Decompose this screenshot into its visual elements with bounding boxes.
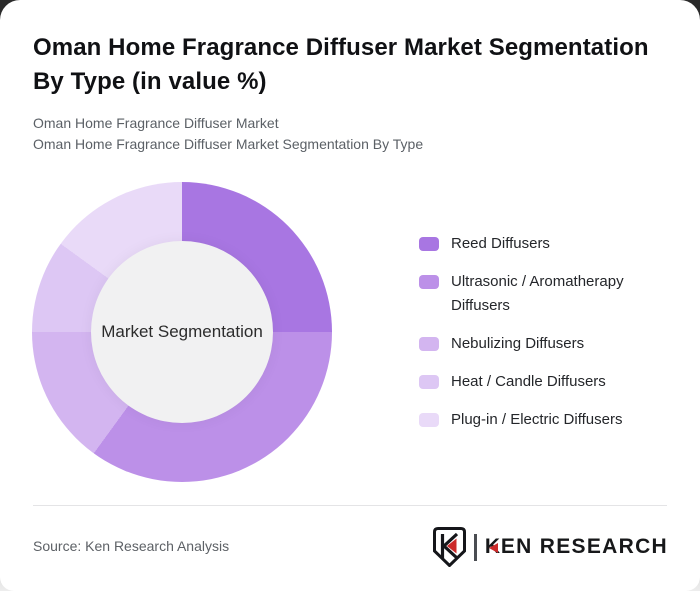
legend-swatch (419, 375, 439, 389)
source-note: Source: Ken Research Analysis (33, 538, 230, 554)
donut-center-circle: Market Segmentation (91, 241, 273, 423)
donut-center-label: Market Segmentation (101, 322, 263, 341)
logo-separator (473, 533, 477, 561)
page-title-line-1: Oman Home Fragrance Diffuser Market Segm… (33, 34, 649, 61)
ken-research-logo: K EN RESEARCH (432, 527, 668, 567)
subtitle-line-2: Oman Home Fragrance Diffuser Market Segm… (33, 136, 424, 152)
page-title-line-2: By Type (in value %) (33, 68, 267, 95)
subtitle-block: Oman Home Fragrance Diffuser Market Oman… (33, 113, 423, 155)
legend-item: Ultrasonic / Aromatherapy Diffusers (419, 270, 659, 318)
subtitle-line-1: Oman Home Fragrance Diffuser Market (33, 115, 279, 131)
legend-swatch (419, 413, 439, 427)
legend-swatch (419, 337, 439, 351)
logo-text-rest: EN RESEARCH (500, 535, 668, 558)
footer-divider (33, 505, 667, 506)
legend-label: Ultrasonic / Aromatherapy Diffusers (451, 273, 624, 314)
legend-item: Heat / Candle Diffusers (419, 370, 659, 394)
legend-swatch (419, 237, 439, 251)
legend-label: Reed Diffusers (451, 235, 550, 252)
page-title: Oman Home Fragrance Diffuser Market Segm… (33, 31, 683, 99)
ken-research-shield-icon (432, 527, 466, 567)
logo-red-triangle-icon (488, 543, 498, 553)
legend-label: Heat / Candle Diffusers (451, 373, 606, 390)
legend-item: Nebulizing Diffusers (419, 332, 659, 356)
legend-label: Plug-in / Electric Diffusers (451, 411, 623, 428)
legend-label: Nebulizing Diffusers (451, 335, 585, 352)
chart-legend: Reed Diffusers Ultrasonic / Aromatherapy … (419, 232, 659, 432)
logo-text: K EN RESEARCH (485, 535, 668, 559)
legend-item: Reed Diffusers (419, 232, 659, 256)
legend-item: Plug-in / Electric Diffusers (419, 408, 659, 432)
donut-chart: Market Segmentation (32, 182, 332, 482)
legend-swatch (419, 275, 439, 289)
